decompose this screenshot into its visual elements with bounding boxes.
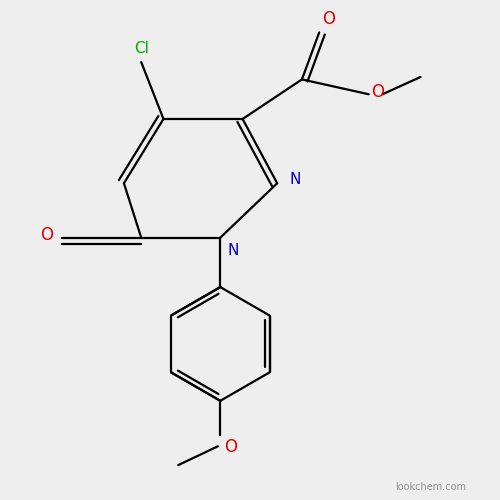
Text: lookchem.com: lookchem.com xyxy=(395,482,466,492)
Text: O: O xyxy=(371,83,384,101)
Text: O: O xyxy=(224,438,237,456)
Text: N: N xyxy=(228,242,239,258)
Text: O: O xyxy=(322,10,334,28)
Text: O: O xyxy=(40,226,53,244)
Text: N: N xyxy=(290,172,301,187)
Text: Cl: Cl xyxy=(134,41,148,56)
